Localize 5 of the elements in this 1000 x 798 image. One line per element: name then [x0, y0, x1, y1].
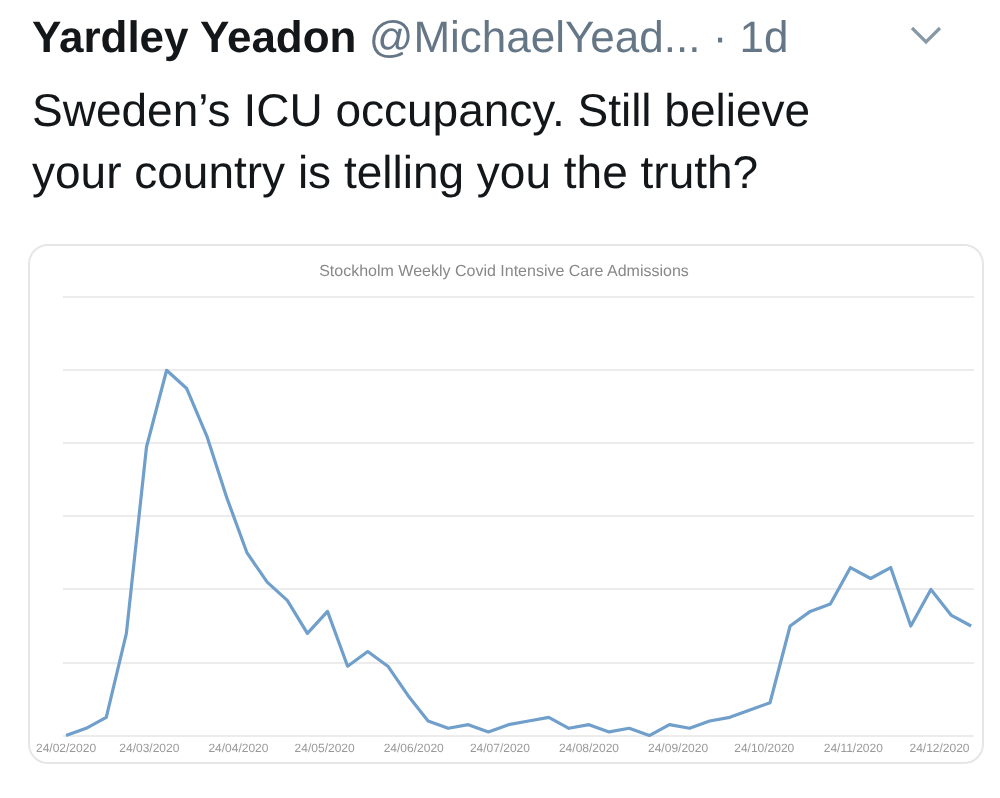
text: Sweden’s ICU occupancy. Still believe your country is telling you the truth?	[32, 82, 813, 202]
text: @MichaelYead...	[366, 12, 701, 62]
text: · 1d	[710, 12, 789, 62]
text: Yardley Yeadon	[32, 12, 357, 62]
chart-title: Stockholm Weekly Covid Intensive Care Admissions	[319, 262, 689, 281]
